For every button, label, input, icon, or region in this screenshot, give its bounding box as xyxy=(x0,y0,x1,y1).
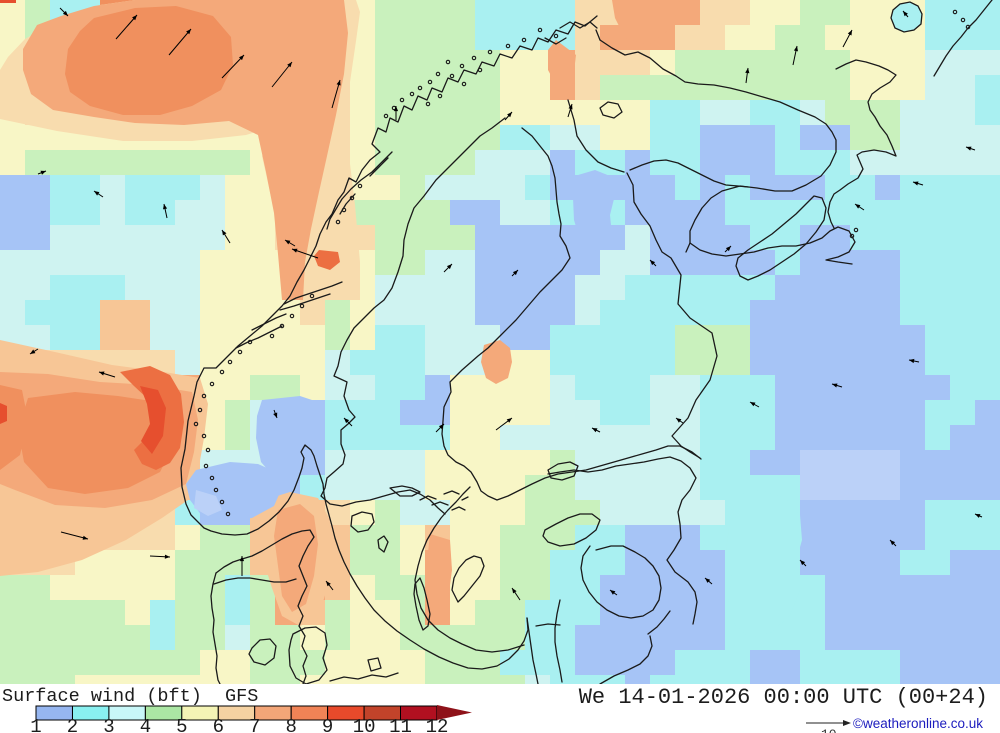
svg-text:10: 10 xyxy=(353,716,376,733)
svg-text:3: 3 xyxy=(103,716,114,733)
svg-text:9: 9 xyxy=(322,716,333,733)
svg-text:We 14-01-2026 00:00 UTC (00+24: We 14-01-2026 00:00 UTC (00+24) xyxy=(579,685,988,710)
svg-text:7: 7 xyxy=(249,716,260,733)
svg-text:11: 11 xyxy=(389,716,412,733)
svg-text:4: 4 xyxy=(140,716,151,733)
svg-text:©weatheronline.co.uk: ©weatheronline.co.uk xyxy=(853,716,983,731)
svg-text:12: 12 xyxy=(426,716,449,733)
svg-text:8: 8 xyxy=(285,716,296,733)
svg-text:2: 2 xyxy=(67,716,78,733)
svg-text:10: 10 xyxy=(821,727,837,733)
svg-text:5: 5 xyxy=(176,716,187,733)
svg-text:GFS: GFS xyxy=(225,686,258,707)
svg-text:Surface wind (bft): Surface wind (bft) xyxy=(2,686,202,707)
svg-text:1: 1 xyxy=(30,716,41,733)
svg-text:6: 6 xyxy=(213,716,224,733)
